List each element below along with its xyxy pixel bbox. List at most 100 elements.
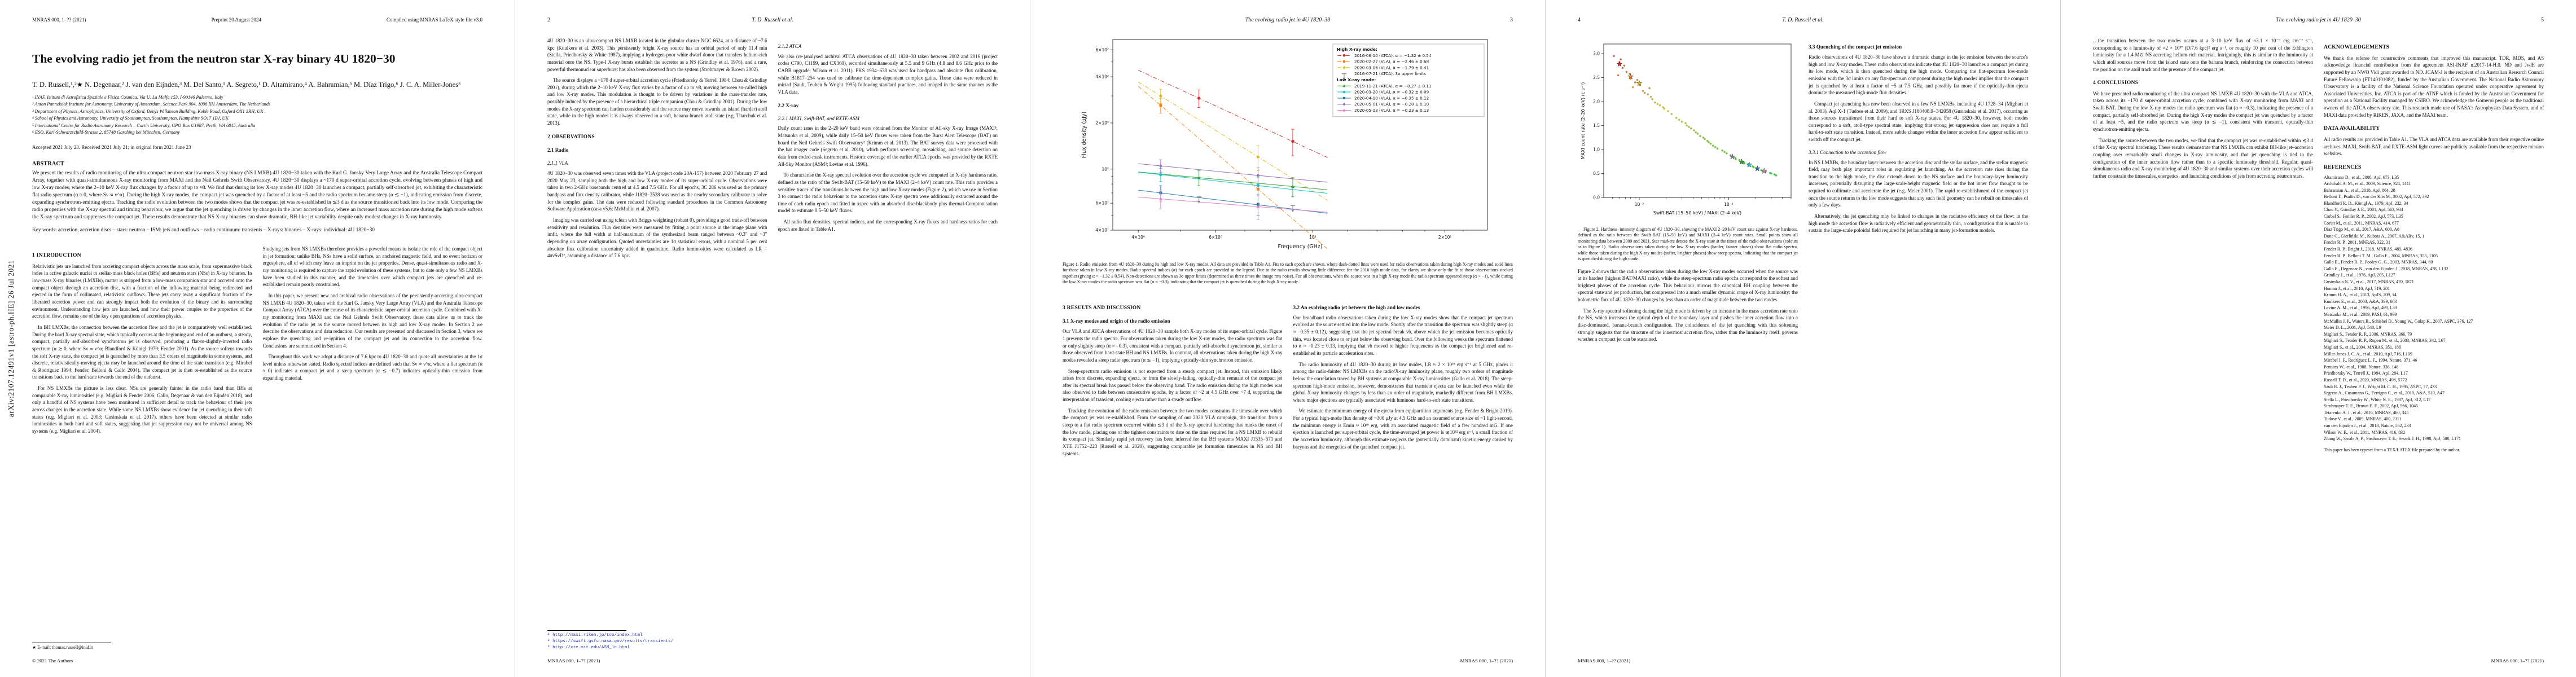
typeset-note: This paper has been typeset from a TEX/L… — [2324, 447, 2460, 452]
footnote-url[interactable]: ² https://swift.gsfc.nasa.gov/results/tr… — [547, 639, 674, 644]
footnote-url[interactable]: ³ http://xte.mit.edu/ASM_lc.html — [547, 645, 630, 650]
svg-text:2.0: 2.0 — [1593, 99, 1600, 104]
reference-entry: Fender R. P., Bright J., 2019, MNRAS, 48… — [2324, 247, 2412, 252]
svg-text:2016-06-10 (ATCA), α = −1.32 ±: 2016-06-10 (ATCA), α = −1.32 ± 0.54 — [1354, 53, 1432, 58]
running-head: The evolving radio jet in 4U 1820–30 3 — [1063, 17, 1513, 25]
reference-entry: Tetarenko A. J., et al., 2016, MNRAS, 46… — [2324, 410, 2409, 415]
reference-entry: Migliari S., Fender R. P., Rupen M., et … — [2324, 338, 2446, 344]
reference-entry: Meier D. L., 2001, ApJ, 548, L9 — [2324, 325, 2381, 331]
body-paragraph: 4U 1820−30 was observed seven times with… — [547, 170, 767, 212]
body-paragraph: In NS LMXBs, the boundary layer between … — [1809, 159, 2028, 208]
body-paragraph: The radio luminosity of 4U 1820−30 durin… — [1293, 361, 1513, 403]
page-4: 4 T. D. Russell et al. 10⁻² 10⁻¹ 0.0 0.5 1.0… — [1546, 0, 2061, 677]
paper-title: The evolving radio jet from the neutron … — [32, 52, 396, 65]
svg-text:2020-05-23 (VLA), α = −0.23 ±: 2020-05-23 (VLA), α = −0.23 ± 0.13 — [1354, 108, 1429, 113]
page5-right-column: ACKNOWLEDGEMENTS We thank the referee fo… — [2324, 37, 2544, 453]
body-paragraph: Relativistic jets are launched from accr… — [32, 263, 252, 319]
page-number: 2 — [547, 17, 550, 23]
body-paragraph: Steep-spectrum radio emission is not exp… — [1063, 368, 1283, 403]
figure-2: 10⁻² 10⁻¹ 0.0 0.5 1.0 1.5 2.0 2.5 3.0 Swift-BAT (… — [1578, 38, 1798, 262]
affiliation: ³ Department of Physics, Astrophysics, U… — [32, 108, 264, 114]
reference-entry: Matsuoka M., et al., 2009, PASJ, 61, 999 — [2324, 311, 2397, 317]
body-paragraph: In this paper, we present new and archiv… — [262, 293, 483, 349]
section-heading-introduction: 1 INTRODUCTION — [32, 252, 81, 259]
body-paragraph: 4U 1820−30 is an ultra-compact NS LMXB l… — [547, 38, 767, 72]
affiliation: ⁵ International Centre for Radio Astrono… — [32, 122, 256, 128]
reference-entry: Coriat M., et al., 2011, MNRAS, 414, 677 — [2324, 220, 2399, 226]
dateline: Accepted 2021 July 23. Received 2021 Jul… — [32, 144, 191, 151]
body-paragraph: The X-ray spectral softening during the … — [1578, 307, 1798, 342]
page-number: 3 — [1510, 17, 1513, 23]
email-footnote[interactable]: ★ E-mail: thomas.russell@inaf.it — [32, 645, 93, 650]
footnote-url[interactable]: ¹ http://maxi.riken.jp/top/index.html — [547, 633, 643, 638]
body-paragraph: Daily count rates in the 2–20 keV band w… — [778, 125, 998, 167]
reference-entry: Priedhorsky W., Terrell J., 1984, ApJ, 2… — [2324, 371, 2408, 376]
svg-text:6×10⁰: 6×10⁰ — [1209, 235, 1222, 240]
subsubsection-heading-atca: 2.1.2 ATCA — [778, 43, 802, 49]
page-footer: MNRAS 000, 1–?? (2021) — [547, 658, 998, 663]
abstract-heading: ABSTRACT — [32, 161, 64, 168]
body-paragraph: Tracking the evolution of the radio emis… — [1063, 407, 1283, 456]
journal-footer: MNRAS 000, 1–?? (2021) — [1578, 658, 1631, 663]
reference-entry: Segreto A., Cusumano G., Ferrigno C., et… — [2324, 390, 2445, 396]
page-3: The evolving radio jet in 4U 1820–30 3 4… — [1030, 0, 1546, 677]
running-head: 2 T. D. Russell et al. — [547, 17, 998, 25]
svg-text:6×10¹: 6×10¹ — [1095, 201, 1109, 206]
reference-entry: Bahramian A., et al., 2018, ApJ, 864, 28 — [2324, 187, 2395, 193]
svg-text:2020-03-06 (VLA), α = −1.79 ±: 2020-03-06 (VLA), α = −1.79 ± 0.41 — [1354, 65, 1429, 70]
page1-left-column: 1 INTRODUCTION Relativistic jets are lau… — [32, 245, 252, 438]
reference-entry: Gallo E., Degenaar N., van den Eijnden J… — [2324, 266, 2448, 271]
affiliation: ⁴ School of Physics and Astronomy, Unive… — [32, 116, 229, 121]
acknowledgements-text: We thank the referee for constructive co… — [2324, 55, 2544, 118]
body-paragraph: All radio flux densities, spectral indic… — [778, 219, 998, 232]
reference-entry: Done C., Gierliński M., Kubota A., 2007,… — [2324, 233, 2425, 239]
body-paragraph: We also (re-)analysed archival ATCA obse… — [778, 53, 998, 95]
compile-note: Compiled using MNRAS LaTeX style file v3… — [386, 17, 482, 23]
affiliation-list: ¹ INAF, Istituto di Astrofisica Spaziale… — [32, 94, 482, 137]
reference-entry: Migliari S., et al., 2004, MNRAS, 351, 1… — [2324, 344, 2401, 350]
reference-entry: Kuulkers E., et al., 2003, A&A, 399, 663 — [2324, 298, 2397, 304]
section-heading-results: 3 RESULTS AND DISCUSSION — [1063, 304, 1141, 311]
svg-text:Low X-ray mode:: Low X-ray mode: — [1337, 77, 1376, 82]
journal-footer: MNRAS 000, 1–?? (2021) — [547, 658, 600, 663]
reference-entry: Gusinskaia N. V., et al., 2017, MNRAS, 4… — [2324, 279, 2414, 285]
journal-id: MNRAS 000, 1–?? (2021) — [32, 17, 86, 23]
abstract-text: We present the results of radio monitori… — [32, 170, 482, 221]
subsection-heading-32: 3.2 An evolving radio jet between the hi… — [1293, 304, 1420, 310]
reference-entry: Grindlay J., et al., 1976, ApJ, 205, L12… — [2324, 272, 2395, 278]
body-paragraph: We have presented radio monitoring of th… — [2093, 90, 2313, 133]
subsubsection-heading-maxi: 2.2.1 MAXI, Swift-BAT, and RXTE-ASM — [778, 115, 859, 121]
section-heading-conclusions: 4 CONCLUSIONS — [2093, 80, 2139, 86]
body-paragraph: Compact jet quenching has now been obser… — [1809, 100, 2028, 143]
body-paragraph: In BH LMXBs, the connection between the … — [32, 324, 252, 380]
reference-entry: Blandford R. D., Königl A., 1979, ApJ, 2… — [2324, 200, 2408, 206]
affiliation: ¹ INAF, Istituto di Astrofisica Spaziale… — [32, 94, 223, 100]
reference-entry: Sault R. J., Teuben P. J., Wright M. C. … — [2324, 384, 2437, 389]
body-paragraph: Studying jets from NS LMXBs therefore pr… — [262, 246, 483, 288]
page-2: 2 T. D. Russell et al. 4U 1820−30 is an … — [515, 0, 1030, 677]
svg-text:1.5: 1.5 — [1593, 123, 1600, 128]
running-title: The evolving radio jet in 4U 1820–30 — [2276, 17, 2361, 23]
svg-text:Swift-BAT (15–50 keV) / MAXI (: Swift-BAT (15–50 keV) / MAXI (2–4 keV) — [1653, 210, 1741, 216]
svg-text:4×10⁰: 4×10⁰ — [1131, 235, 1145, 240]
arxiv-banner: arXiv:2107.12491v1 [astro-ph.HE] 26 Jul … — [7, 260, 15, 417]
svg-text:2020-02-27 (VLA), α = −2.46 ±: 2020-02-27 (VLA), α = −2.46 ± 0.68 — [1354, 59, 1429, 64]
reference-entry: McMullin J. P., Waters B., Schiebel D., … — [2324, 318, 2473, 324]
reference-list: Altamirano D., et al., 2008, ApJ, 673, L… — [2324, 175, 2544, 442]
svg-text:2020-05-01 (VLA), α = −0.28 ±: 2020-05-01 (VLA), α = −0.28 ± 0.10 — [1354, 102, 1429, 107]
reference-entry: Homan J., et al., 2010, ApJ, 719, 201 — [2324, 285, 2390, 291]
reference-entry: Chou Y., Grindlay J. E., 2001, ApJ, 563,… — [2324, 207, 2403, 213]
body-paragraph: Figure 2 shows that the radio observatio… — [1578, 268, 1798, 303]
page-number: 4 — [1578, 17, 1581, 23]
subsection-heading-31: 3.1 X-ray modes and origin of the radio … — [1063, 318, 1170, 324]
subsection-heading-radio: 2.1 Radio — [547, 147, 569, 153]
svg-text:6×10²: 6×10² — [1095, 47, 1109, 52]
svg-text:2.5: 2.5 — [1593, 75, 1600, 80]
reference-entry: Tudose V., et al., 2009, MNRAS, 400, 211… — [2324, 416, 2402, 422]
body-paragraph: For NS LMXBs the picture is less clear. … — [32, 385, 252, 434]
body-paragraph: Imaging was carried out using tclean wit… — [547, 217, 767, 259]
svg-text:2020-04-10 (VLA), α = −0.35 ±: 2020-04-10 (VLA), α = −0.35 ± 0.12 — [1354, 95, 1429, 100]
footnote-rule — [547, 630, 626, 631]
preprint-date: Preprint 20 August 2024 — [211, 17, 261, 23]
running-head: 4 T. D. Russell et al. — [1578, 17, 2028, 25]
